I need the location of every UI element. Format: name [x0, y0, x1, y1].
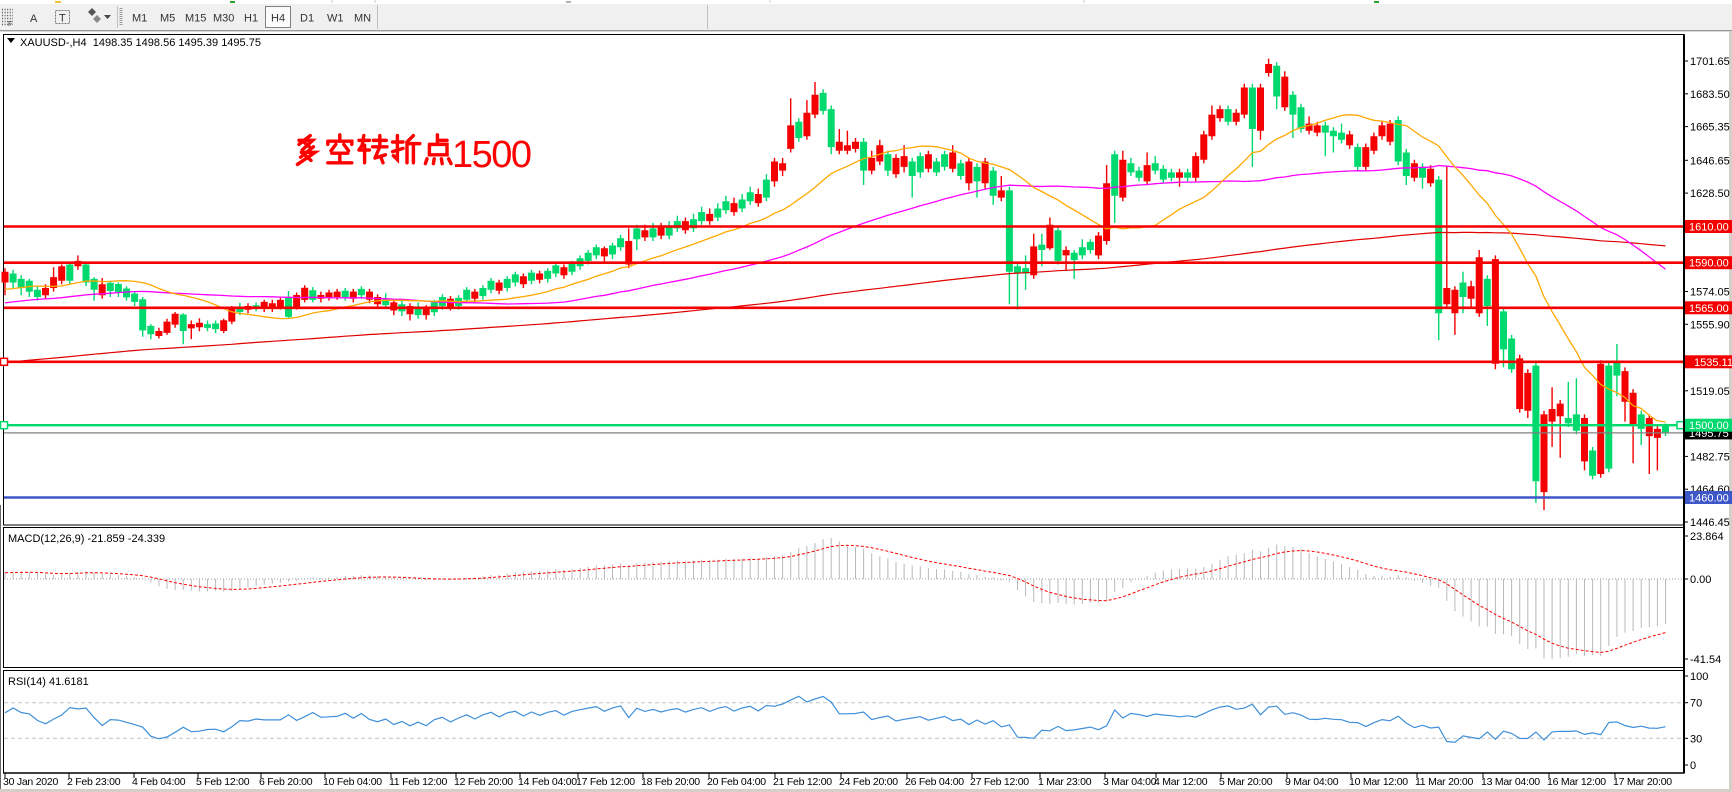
svg-text:1555.90: 1555.90 — [1690, 319, 1730, 331]
svg-text:1519.05: 1519.05 — [1690, 386, 1730, 398]
svg-text:14 Feb 04:00: 14 Feb 04:00 — [518, 776, 577, 788]
svg-text:1500: 1500 — [452, 134, 531, 176]
svg-text:1482.75: 1482.75 — [1690, 451, 1730, 463]
svg-text:-41.54: -41.54 — [1690, 654, 1721, 666]
svg-text:D1: D1 — [300, 13, 314, 25]
svg-text:100: 100 — [1690, 671, 1708, 683]
svg-text:4 Feb 04:00: 4 Feb 04:00 — [132, 776, 186, 788]
svg-text:1535.11: 1535.11 — [1694, 357, 1732, 369]
svg-text:1701.65: 1701.65 — [1690, 56, 1730, 68]
svg-text:T: T — [59, 13, 66, 25]
svg-text:2 Feb 23:00: 2 Feb 23:00 — [67, 776, 121, 788]
svg-text:1 Mar 23:00: 1 Mar 23:00 — [1038, 776, 1092, 788]
svg-text:MACD(12,26,9) -21.859 -24.339: MACD(12,26,9) -21.859 -24.339 — [8, 533, 165, 545]
svg-text:F: F — [8, 21, 12, 28]
svg-text:RSI(14) 41.6181: RSI(14) 41.6181 — [8, 676, 89, 688]
svg-text:1628.50: 1628.50 — [1690, 188, 1730, 200]
svg-text:M30: M30 — [213, 13, 234, 25]
svg-text:H4: H4 — [271, 13, 285, 25]
svg-text:13 Mar 04:00: 13 Mar 04:00 — [1481, 776, 1540, 788]
svg-text:1665.35: 1665.35 — [1690, 122, 1730, 134]
svg-text:M1: M1 — [132, 13, 147, 25]
svg-text:5 Mar 20:00: 5 Mar 20:00 — [1219, 776, 1273, 788]
svg-text:21 Feb 12:00: 21 Feb 12:00 — [773, 776, 832, 788]
svg-text:23.864: 23.864 — [1690, 531, 1724, 543]
svg-text:10 Feb 04:00: 10 Feb 04:00 — [323, 776, 382, 788]
svg-text:1565.00: 1565.00 — [1689, 303, 1729, 315]
svg-text:27 Feb 12:00: 27 Feb 12:00 — [970, 776, 1029, 788]
svg-text:1574.05: 1574.05 — [1690, 287, 1730, 299]
svg-text:1683.50: 1683.50 — [1690, 89, 1730, 101]
svg-text:70: 70 — [1690, 698, 1702, 710]
svg-text:1500.00: 1500.00 — [1689, 420, 1729, 432]
svg-text:30 Jan 2020: 30 Jan 2020 — [3, 776, 58, 788]
svg-text:30: 30 — [1690, 733, 1702, 745]
svg-text:1460.00: 1460.00 — [1689, 493, 1729, 505]
svg-text:1610.00: 1610.00 — [1689, 222, 1729, 234]
svg-text:M15: M15 — [185, 13, 206, 25]
svg-text:MN: MN — [354, 13, 371, 25]
svg-text:11 Feb 12:00: 11 Feb 12:00 — [389, 776, 448, 788]
svg-text:17 Feb 12:00: 17 Feb 12:00 — [576, 776, 635, 788]
svg-text:0.00: 0.00 — [1690, 574, 1711, 586]
svg-text:5 Feb 12:00: 5 Feb 12:00 — [196, 776, 250, 788]
svg-text:1590.00: 1590.00 — [1689, 258, 1729, 270]
svg-text:W1: W1 — [327, 13, 344, 25]
svg-text:M5: M5 — [160, 13, 175, 25]
svg-text:4 Mar 12:00: 4 Mar 12:00 — [1154, 776, 1208, 788]
svg-text:16 Mar 12:00: 16 Mar 12:00 — [1547, 776, 1606, 788]
svg-text:11 Mar 20:00: 11 Mar 20:00 — [1415, 776, 1474, 788]
svg-text:3 Mar 04:00: 3 Mar 04:00 — [1103, 776, 1157, 788]
svg-text:1446.45: 1446.45 — [1690, 517, 1730, 529]
svg-text:20 Feb 04:00: 20 Feb 04:00 — [707, 776, 766, 788]
svg-text:XAUUSD-,H4 1498.35 1498.56 14: XAUUSD-,H4 1498.35 1498.56 1495.39 1495.… — [20, 37, 261, 49]
svg-text:26 Feb 04:00: 26 Feb 04:00 — [905, 776, 964, 788]
svg-text:18 Feb 20:00: 18 Feb 20:00 — [641, 776, 700, 788]
svg-text:24 Feb 20:00: 24 Feb 20:00 — [839, 776, 898, 788]
svg-text:H1: H1 — [244, 13, 258, 25]
svg-text:6 Feb 20:00: 6 Feb 20:00 — [259, 776, 313, 788]
svg-text:A: A — [30, 13, 38, 25]
svg-text:10 Mar 12:00: 10 Mar 12:00 — [1349, 776, 1408, 788]
svg-text:1646.65: 1646.65 — [1690, 155, 1730, 167]
svg-text:17 Mar 20:00: 17 Mar 20:00 — [1613, 776, 1672, 788]
svg-text:9 Mar 04:00: 9 Mar 04:00 — [1285, 776, 1339, 788]
svg-text:12 Feb 20:00: 12 Feb 20:00 — [454, 776, 513, 788]
svg-text:0: 0 — [1690, 760, 1696, 772]
